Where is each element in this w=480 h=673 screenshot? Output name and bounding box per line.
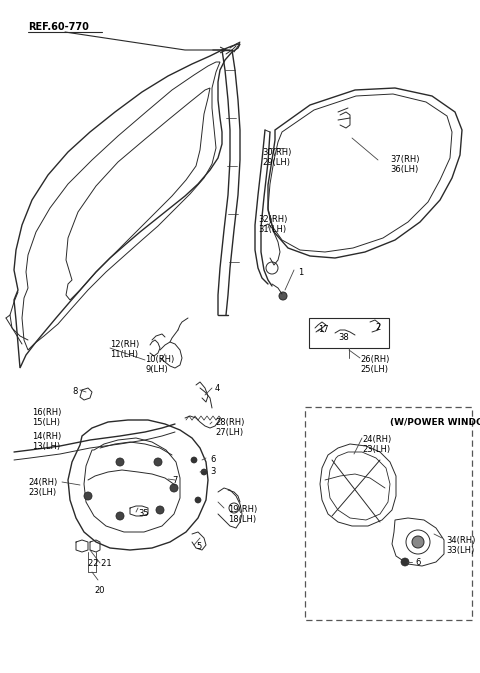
Circle shape: [201, 469, 207, 475]
Text: 30(RH)
29(LH): 30(RH) 29(LH): [262, 148, 291, 168]
Text: (W/POWER WINDOW): (W/POWER WINDOW): [390, 418, 480, 427]
Text: REF.60-770: REF.60-770: [28, 22, 89, 32]
Text: 6: 6: [210, 455, 216, 464]
Text: 1: 1: [298, 268, 303, 277]
Circle shape: [170, 484, 178, 492]
Text: 7: 7: [172, 476, 178, 485]
Circle shape: [412, 536, 424, 548]
Text: 8: 8: [72, 387, 77, 396]
Circle shape: [84, 492, 92, 500]
Circle shape: [116, 512, 124, 520]
Text: 37(RH)
36(LH): 37(RH) 36(LH): [390, 155, 420, 174]
Circle shape: [154, 458, 162, 466]
Text: 14(RH)
13(LH): 14(RH) 13(LH): [32, 432, 61, 452]
Bar: [309, 318, 389, 348]
Circle shape: [195, 497, 201, 503]
Text: 20: 20: [94, 586, 105, 595]
Circle shape: [279, 292, 287, 300]
Circle shape: [191, 457, 197, 463]
Text: 38: 38: [338, 333, 349, 342]
Circle shape: [156, 506, 164, 514]
Text: 10(RH)
9(LH): 10(RH) 9(LH): [145, 355, 174, 374]
Circle shape: [401, 558, 409, 566]
Text: 28(RH)
27(LH): 28(RH) 27(LH): [215, 418, 244, 437]
Bar: [305, 407, 472, 620]
Text: 12(RH)
11(LH): 12(RH) 11(LH): [110, 340, 139, 359]
Text: 24(RH)
23(LH): 24(RH) 23(LH): [362, 435, 391, 454]
Text: 32(RH)
31(LH): 32(RH) 31(LH): [258, 215, 288, 234]
Text: 22 21: 22 21: [88, 559, 112, 568]
Text: 4: 4: [215, 384, 220, 393]
Text: 35: 35: [138, 509, 149, 518]
Text: 17: 17: [318, 325, 329, 334]
Text: 26(RH)
25(LH): 26(RH) 25(LH): [360, 355, 389, 374]
Text: 16(RH)
15(LH): 16(RH) 15(LH): [32, 408, 61, 427]
Text: 24(RH)
23(LH): 24(RH) 23(LH): [28, 478, 57, 497]
Text: 3: 3: [210, 467, 216, 476]
Text: 2: 2: [375, 323, 380, 332]
Text: 19(RH)
18(LH): 19(RH) 18(LH): [228, 505, 257, 524]
Text: 34(RH)
33(LH): 34(RH) 33(LH): [446, 536, 475, 555]
Text: 6: 6: [415, 558, 420, 567]
Text: 5: 5: [196, 542, 201, 551]
Circle shape: [116, 458, 124, 466]
